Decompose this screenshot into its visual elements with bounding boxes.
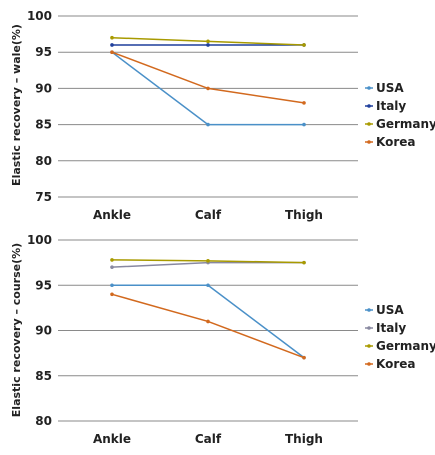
y-tick-label: 90 <box>35 324 52 338</box>
legend-marker-germany <box>367 122 371 126</box>
legend-marker-germany <box>367 344 371 348</box>
x-tick-label-ankle: Ankle <box>93 432 131 446</box>
legend-label-italy: Italy <box>376 99 406 113</box>
point-germany-ankle <box>110 35 114 40</box>
point-usa-calf <box>206 122 210 127</box>
legend-label-germany: Germany <box>376 117 435 131</box>
point-korea-ankle <box>110 50 114 54</box>
legend-label-italy: Italy <box>376 321 406 335</box>
series-line-korea <box>111 293 305 359</box>
y-axis-label: Elastic recovery – wale(%) <box>10 24 23 186</box>
y-axis-label: Elastic recovery – course(%) <box>10 243 23 417</box>
legend-label-korea: Korea <box>376 357 416 371</box>
y-tick-label: 80 <box>35 414 52 428</box>
y-tick-label: 95 <box>35 45 52 59</box>
legend-marker-italy <box>367 326 371 330</box>
point-usa-thigh <box>302 122 306 127</box>
point-korea-ankle <box>110 292 114 297</box>
point-germany-calf <box>206 39 210 44</box>
series-line-korea <box>111 51 305 104</box>
x-tick-label-calf: Calf <box>195 208 222 222</box>
legend-marker-italy <box>367 104 371 108</box>
point-germany-calf <box>206 259 210 263</box>
legend-label-usa: USA <box>376 303 404 317</box>
y-tick-label: 90 <box>35 81 52 95</box>
legend-marker-korea <box>367 362 371 366</box>
x-tick-label-ankle: Ankle <box>93 208 131 222</box>
point-italy-calf <box>206 43 210 47</box>
y-tick-label: 100 <box>27 233 52 247</box>
y-tick-label: 100 <box>27 9 52 23</box>
legend-marker-usa <box>367 308 371 312</box>
point-korea-thigh <box>302 101 306 105</box>
point-korea-calf <box>206 319 210 324</box>
point-germany-thigh <box>302 43 306 47</box>
x-tick-label-thigh: Thigh <box>285 432 323 446</box>
legend-label-germany: Germany <box>376 339 435 353</box>
legend-marker-korea <box>367 140 371 144</box>
legend-marker-usa <box>367 86 371 90</box>
point-korea-thigh <box>302 355 306 360</box>
legend-label-korea: Korea <box>376 135 416 149</box>
y-tick-label: 95 <box>35 278 52 292</box>
y-tick-label: 75 <box>35 190 52 204</box>
legend-label-usa: USA <box>376 81 404 95</box>
x-tick-label-calf: Calf <box>195 432 222 446</box>
y-tick-label: 80 <box>35 154 52 168</box>
point-italy-ankle <box>110 43 114 47</box>
point-usa-ankle <box>110 283 114 288</box>
point-italy-ankle <box>110 265 114 269</box>
point-korea-calf <box>206 86 210 91</box>
point-germany-thigh <box>302 260 306 265</box>
y-tick-label: 85 <box>35 369 52 383</box>
point-usa-calf <box>206 283 210 288</box>
y-tick-label: 85 <box>35 118 52 132</box>
x-tick-label-thigh: Thigh <box>285 208 323 222</box>
point-germany-ankle <box>110 258 114 262</box>
